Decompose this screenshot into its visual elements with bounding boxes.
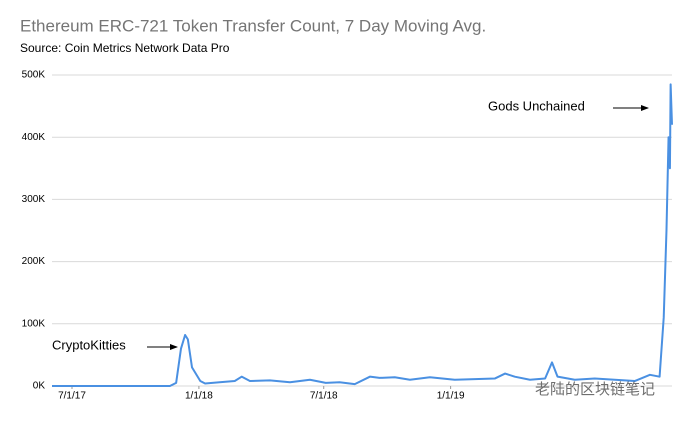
y-tick-label: 400K bbox=[22, 132, 46, 143]
y-tick-label: 100K bbox=[22, 318, 46, 329]
plot: 0K 100K 200K 300K 400K 500K 7/1/17 1/1/18 7/1/18… bbox=[22, 70, 673, 402]
chart-title: Ethereum ERC-721 Token Transfer Count, 7… bbox=[20, 16, 486, 35]
y-tick-label: 0K bbox=[33, 381, 46, 392]
y-tick-label: 300K bbox=[22, 194, 46, 205]
data-line bbox=[52, 83, 673, 387]
annotation: Gods Unchained bbox=[488, 98, 585, 113]
x-tick-label: 1/1/19 bbox=[437, 391, 465, 402]
x-tick-label: 7/1/18 bbox=[310, 391, 338, 402]
watermark: 老陆的区块链笔记 bbox=[535, 381, 655, 398]
annotation: CryptoKitties bbox=[52, 337, 126, 352]
y-tick-label: 500K bbox=[22, 70, 46, 81]
x-tick-label: 7/1/17 bbox=[58, 391, 86, 402]
y-tick-label: 200K bbox=[22, 256, 46, 267]
chart-subtitle: Source: Coin Metrics Network Data Pro bbox=[20, 41, 230, 55]
x-tick-label: 1/1/18 bbox=[185, 391, 213, 402]
